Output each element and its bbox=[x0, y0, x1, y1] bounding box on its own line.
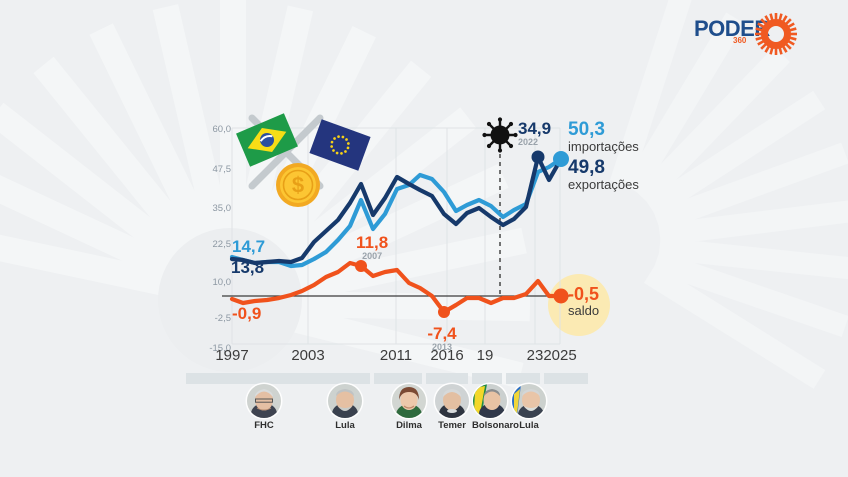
president-bolsonaro[interactable]: Bolsonaro bbox=[472, 384, 519, 431]
avatar bbox=[435, 384, 469, 418]
annotation-covid: 34,9 2022 bbox=[518, 120, 551, 148]
president-name: Dilma bbox=[396, 420, 422, 431]
y-tick-neg2_5: -2,5 bbox=[214, 313, 231, 324]
saldo-halo bbox=[548, 274, 610, 336]
avatar-temer-icon bbox=[435, 384, 469, 418]
y-tick-35: 35,0 bbox=[212, 203, 232, 214]
svg-text:$: $ bbox=[292, 173, 304, 198]
legend-imports-value: 50,3 bbox=[568, 119, 605, 140]
series-importacoes bbox=[229, 156, 564, 269]
x-tick-19: 19 bbox=[476, 347, 494, 364]
president-temer[interactable]: Temer bbox=[434, 384, 470, 431]
balance-trough-value: -7,4 bbox=[427, 324, 457, 343]
avatar bbox=[392, 384, 426, 418]
covid-value: 34,9 bbox=[518, 119, 552, 138]
legend-imports: 50,3 importações bbox=[568, 120, 639, 154]
legend-imports-label: importações bbox=[568, 138, 639, 154]
timeline-segment-temer bbox=[472, 373, 502, 384]
imports-start-value: 14,7 bbox=[232, 237, 266, 256]
president-name: FHC bbox=[254, 420, 274, 431]
timeline-segment-bolsonaro bbox=[506, 373, 540, 384]
x-tick-1997: 1997 bbox=[215, 347, 249, 364]
covid-year: 2022 bbox=[518, 136, 539, 147]
eu-flag-icon bbox=[309, 119, 371, 171]
x-tick-2016: 2016 bbox=[430, 347, 464, 364]
balance-peak-year: 2007 bbox=[362, 250, 383, 261]
x-tick-2011: 2011 bbox=[379, 347, 413, 364]
legend-exports-label: exportações bbox=[568, 176, 639, 192]
sunburst-icon bbox=[755, 13, 797, 55]
president-dilma[interactable]: Dilma bbox=[391, 384, 427, 431]
legend-exports: 49,8 exportações bbox=[568, 158, 639, 192]
timeline-segment-lula1 bbox=[374, 373, 422, 384]
balance-start-value: -0,9 bbox=[232, 304, 262, 323]
coronavirus-icon bbox=[482, 117, 518, 153]
annotation-exports-start: 13,8 bbox=[231, 259, 264, 277]
brazil-flag-icon bbox=[236, 113, 298, 167]
series-exportacoes bbox=[229, 154, 564, 266]
saldo-end-dot bbox=[553, 288, 569, 304]
avatar-dilma-icon bbox=[392, 384, 426, 418]
y-tick-10: 10,0 bbox=[212, 277, 232, 288]
president-lula-1[interactable]: Lula bbox=[327, 384, 363, 431]
annotation-balance-start: -0,9 bbox=[232, 305, 261, 323]
president-name: Lula bbox=[335, 420, 355, 431]
president-name: Lula bbox=[519, 420, 539, 431]
x-tick-23: 23 bbox=[526, 347, 544, 364]
exports-start-value: 13,8 bbox=[231, 258, 265, 277]
avatar-bolsonaro-icon bbox=[473, 384, 507, 418]
saldo-peak-dot bbox=[355, 260, 367, 272]
brand-sub: 360 bbox=[733, 36, 747, 45]
flags-coin-decoration: $ bbox=[236, 113, 371, 207]
dollar-coin-icon: $ bbox=[276, 163, 320, 207]
x-tick-2025: 2025 bbox=[543, 347, 577, 364]
timeline-segment-fhc bbox=[186, 373, 370, 384]
president-name: Temer bbox=[438, 420, 466, 431]
legend-saldo-label: saldo bbox=[568, 302, 600, 318]
timeline-segment-lula2 bbox=[544, 373, 588, 384]
exportacoes-peak-dot bbox=[531, 150, 545, 164]
timeline-segment-dilma bbox=[426, 373, 468, 384]
y-tick-60: 60,0 bbox=[212, 124, 232, 135]
president-lula-2[interactable]: Lula bbox=[511, 384, 547, 431]
series-saldo bbox=[229, 260, 564, 315]
avatar-lula2-icon bbox=[512, 384, 546, 418]
avatar bbox=[473, 384, 507, 418]
brand-logo[interactable]: PODER 360 bbox=[694, 13, 834, 55]
y-tick-22_5: 22,5 bbox=[212, 239, 232, 250]
saldo-trough-dot bbox=[438, 306, 450, 318]
avatar-fhc-icon bbox=[247, 384, 281, 418]
balance-peak-value: 11,8 bbox=[356, 233, 389, 252]
avatar-lula-icon bbox=[328, 384, 362, 418]
president-fhc[interactable]: FHC bbox=[246, 384, 282, 431]
annotation-balance-peak: 11,8 2007 bbox=[356, 234, 388, 262]
avatar bbox=[247, 384, 281, 418]
importacoes-end-dot bbox=[553, 151, 569, 167]
balance-trough-year: 2013 bbox=[431, 341, 453, 352]
avatar bbox=[512, 384, 546, 418]
legend-saldo: -0,5 saldo bbox=[568, 285, 599, 318]
president-name: Bolsonaro bbox=[472, 420, 519, 431]
annotation-imports-start: 14,7 bbox=[232, 238, 265, 256]
y-tick-47_5: 47,5 bbox=[212, 164, 232, 175]
x-tick-2003: 2003 bbox=[291, 347, 325, 364]
y-tick-neg15: -15,0 bbox=[209, 343, 231, 354]
legend-saldo-value: -0,5 bbox=[568, 284, 600, 304]
avatar bbox=[328, 384, 362, 418]
legend-exports-value: 49,8 bbox=[568, 157, 605, 178]
annotation-balance-trough: -7,4 2013 bbox=[412, 325, 472, 353]
